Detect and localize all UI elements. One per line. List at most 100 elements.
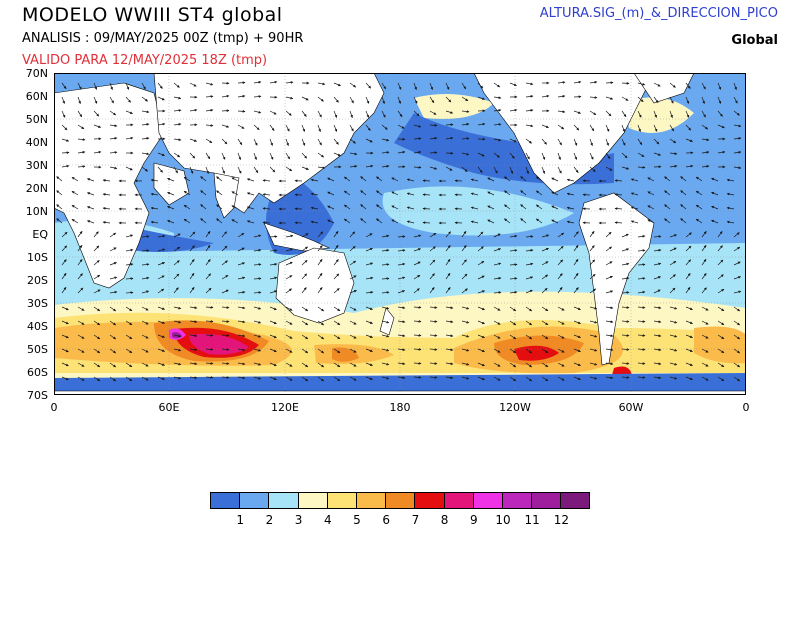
direction-arrow — [285, 334, 293, 339]
direction-arrow — [637, 138, 643, 146]
direction-arrow — [535, 190, 543, 196]
band-8m-south-pacific — [514, 345, 559, 361]
direction-arrow — [301, 287, 307, 294]
direction-arrow — [381, 348, 390, 352]
lon-label-120w: 120W — [499, 401, 531, 414]
direction-arrow — [216, 190, 223, 196]
direction-arrow — [413, 362, 422, 365]
direction-arrow — [237, 276, 246, 280]
direction-arrow — [269, 110, 277, 115]
direction-arrow — [269, 306, 277, 311]
direction-arrow — [605, 124, 610, 132]
direction-arrow — [669, 124, 674, 132]
direction-arrow — [333, 334, 341, 340]
land-arabia — [153, 162, 190, 206]
direction-arrow — [301, 110, 307, 117]
direction-arrow — [269, 262, 278, 266]
direction-arrow — [221, 348, 230, 351]
direction-arrow — [733, 246, 741, 252]
direction-arrow — [157, 306, 166, 310]
direction-arrow — [422, 207, 431, 211]
direction-arrow — [150, 192, 159, 196]
direction-arrow — [205, 244, 211, 252]
land-indonesia — [263, 222, 331, 252]
direction-arrow — [685, 273, 691, 280]
direction-arrow — [205, 152, 211, 160]
direction-arrow — [557, 273, 563, 280]
direction-arrow — [664, 204, 671, 210]
direction-arrow — [557, 138, 562, 146]
direction-arrow — [664, 176, 671, 182]
direction-arrow — [541, 94, 550, 98]
direction-arrow — [733, 110, 740, 116]
direction-arrow — [391, 205, 399, 210]
direction-arrow — [301, 152, 308, 159]
direction-arrow — [125, 110, 133, 115]
direction-arrow — [605, 231, 612, 238]
direction-arrow — [269, 249, 278, 252]
direction-arrow — [61, 376, 69, 381]
direction-arrow — [301, 124, 306, 132]
direction-arrow — [221, 166, 225, 174]
direction-arrow — [189, 376, 198, 380]
direction-arrow — [349, 231, 356, 238]
direction-arrow — [365, 276, 374, 280]
direction-arrow — [445, 96, 452, 103]
direction-arrow — [237, 124, 245, 129]
direction-arrow — [614, 193, 623, 196]
direction-arrow — [376, 204, 383, 210]
direction-arrow — [637, 362, 646, 365]
direction-arrow — [301, 348, 309, 354]
lat-label-60s: 60S — [27, 366, 48, 379]
direction-arrow — [77, 230, 83, 238]
direction-arrow — [445, 376, 454, 380]
direction-arrow — [237, 362, 246, 366]
direction-arrow — [637, 277, 646, 280]
direction-arrow — [125, 136, 134, 140]
direction-arrow — [487, 219, 495, 224]
direction-arrow — [541, 287, 548, 294]
direction-arrow — [701, 306, 709, 311]
direction-arrow — [445, 110, 454, 114]
direction-arrow — [333, 259, 339, 266]
direction-arrow — [109, 376, 117, 382]
direction-arrow — [477, 231, 484, 238]
direction-arrow — [77, 82, 82, 90]
direction-arrow — [93, 274, 101, 280]
direction-arrow — [157, 288, 165, 294]
direction-arrow — [333, 244, 339, 252]
direction-arrow — [461, 96, 469, 102]
direction-arrow — [509, 263, 518, 266]
direction-arrow — [237, 247, 245, 252]
direction-arrow — [205, 348, 214, 351]
lon-label-120e: 120E — [271, 401, 299, 414]
direction-arrow — [589, 152, 594, 160]
direction-arrow — [381, 234, 390, 238]
direction-arrow — [557, 286, 563, 294]
direction-arrow — [262, 193, 271, 196]
direction-arrow — [557, 81, 566, 84]
direction-arrow — [637, 376, 646, 379]
direction-arrow — [285, 320, 293, 325]
direction-arrow — [221, 306, 230, 309]
direction-arrow — [333, 124, 338, 132]
direction-arrow — [376, 218, 383, 224]
direction-arrow — [61, 272, 67, 280]
direction-arrow — [109, 247, 117, 252]
direction-arrow — [253, 166, 259, 174]
direction-arrow — [525, 262, 534, 266]
direction-arrow — [125, 334, 133, 340]
direction-arrow — [93, 376, 101, 382]
direction-arrow — [237, 81, 246, 85]
direction-arrow — [637, 263, 646, 266]
direction-arrow — [637, 334, 646, 337]
direction-arrow — [509, 249, 518, 252]
direction-arrow — [381, 82, 386, 90]
direction-arrow — [669, 274, 676, 280]
direction-arrow — [733, 82, 737, 91]
direction-arrow — [56, 176, 63, 182]
direction-arrow — [56, 218, 63, 224]
direction-arrow — [125, 263, 134, 266]
direction-arrow — [717, 124, 725, 129]
direction-arrow — [183, 190, 191, 196]
